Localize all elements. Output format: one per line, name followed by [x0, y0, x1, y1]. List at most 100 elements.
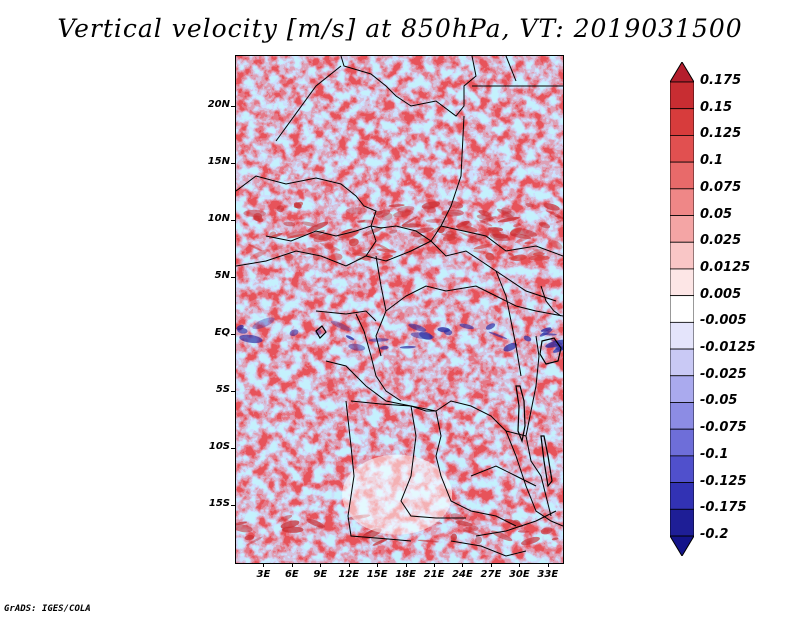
lat-tick	[231, 106, 235, 108]
field-streak	[410, 227, 434, 234]
colorbar-segment	[670, 268, 694, 297]
field-streak	[556, 220, 562, 224]
field-streak	[540, 527, 553, 535]
country-borders	[236, 56, 563, 557]
colorbar-segment	[670, 295, 694, 323]
field-streak	[273, 245, 283, 251]
colorbar-label: 0.125	[700, 126, 742, 142]
field-streak	[546, 210, 563, 220]
field-streak	[525, 203, 534, 208]
field-streak	[244, 534, 255, 541]
field-streak	[555, 345, 563, 351]
field-streak	[410, 332, 434, 340]
colorbar-segment	[670, 215, 694, 243]
colorbar-segment	[670, 455, 694, 483]
field-streak	[472, 250, 494, 255]
field-streak	[489, 233, 511, 242]
field-streak	[528, 255, 550, 261]
lat-tick	[231, 163, 235, 165]
field-streak	[376, 243, 392, 252]
field-streak	[540, 327, 552, 332]
field-streak	[348, 238, 356, 244]
field-streak	[480, 216, 497, 223]
field-streak	[492, 230, 502, 235]
field-streak	[397, 205, 415, 213]
field-streak	[348, 343, 366, 351]
lakes	[315, 325, 562, 488]
colorbar-label: -0.005	[700, 313, 747, 329]
field-streak	[283, 221, 296, 227]
lat-tick	[231, 334, 235, 336]
colorbar-segment	[670, 482, 694, 510]
field-streak	[464, 529, 481, 536]
field-streak	[421, 201, 441, 209]
colorbar-label: -0.1	[700, 446, 729, 462]
field-streak	[476, 214, 494, 221]
field-streak	[313, 233, 332, 243]
field-streak	[523, 335, 532, 342]
field-streak	[284, 253, 294, 262]
lon-tick	[320, 563, 322, 567]
field-streak	[502, 210, 515, 219]
lon-tick	[263, 563, 265, 567]
field-streak	[513, 223, 522, 228]
lon-tick	[490, 563, 492, 567]
colorbar-label: -0.2	[700, 527, 729, 542]
field-streak	[431, 225, 449, 233]
field-streak	[447, 200, 464, 209]
field-streak	[508, 252, 514, 257]
colorbar-label: 0.005	[700, 286, 742, 302]
field-streak	[301, 221, 318, 227]
lat-tick	[231, 277, 235, 279]
field-streak	[423, 205, 436, 213]
field-streak	[280, 520, 300, 529]
lon-tick	[348, 563, 350, 567]
field-streak	[510, 227, 523, 235]
field-streak	[501, 207, 512, 215]
field-streak	[345, 335, 355, 341]
field-streak	[459, 231, 480, 241]
field-streak	[372, 538, 388, 546]
lon-tick-label: 21E	[423, 569, 445, 580]
field-streak	[368, 338, 389, 342]
field-streak	[551, 537, 559, 541]
footer-credit: GrADS: IGES/COLA	[4, 604, 91, 614]
colorbar-segment	[670, 188, 694, 216]
lon-tick-label: 33E	[537, 569, 559, 580]
field-streak	[236, 521, 248, 526]
colorbar-label: 0.025	[700, 233, 742, 249]
colorbar-segment	[670, 321, 694, 350]
field-streak	[399, 345, 416, 349]
field-streak	[517, 530, 530, 533]
field-streak	[357, 220, 366, 223]
field-streak	[388, 204, 405, 208]
field-streak	[478, 210, 492, 217]
field-streak	[467, 231, 490, 243]
field-streak	[424, 251, 444, 255]
field-streak	[485, 323, 496, 330]
field-streak	[485, 252, 495, 261]
field-streak	[401, 223, 421, 228]
lake-malawi	[540, 435, 553, 488]
field-streak	[289, 329, 299, 337]
colorbar-label: -0.175	[700, 500, 747, 516]
field-streak	[539, 328, 553, 337]
lat-tick	[231, 391, 235, 393]
field-streak	[306, 518, 325, 528]
field-streak	[532, 248, 541, 253]
colorbar-segment	[670, 348, 694, 377]
field-streak	[548, 239, 563, 250]
field-streak	[483, 228, 500, 234]
field-streak	[408, 323, 427, 332]
field-streak	[417, 539, 439, 543]
colorbar-label: 0.075	[700, 179, 742, 195]
field-streak	[278, 514, 293, 522]
field-streak	[401, 216, 418, 226]
field-streak	[425, 218, 449, 223]
field-streak	[497, 208, 514, 219]
map-panel	[235, 55, 564, 564]
field-streak	[376, 248, 397, 253]
chart-title: Vertical velocity [m/s] at 850hPa, VT: 2…	[57, 14, 743, 43]
field-streak	[459, 323, 474, 330]
field-streak	[445, 230, 455, 236]
